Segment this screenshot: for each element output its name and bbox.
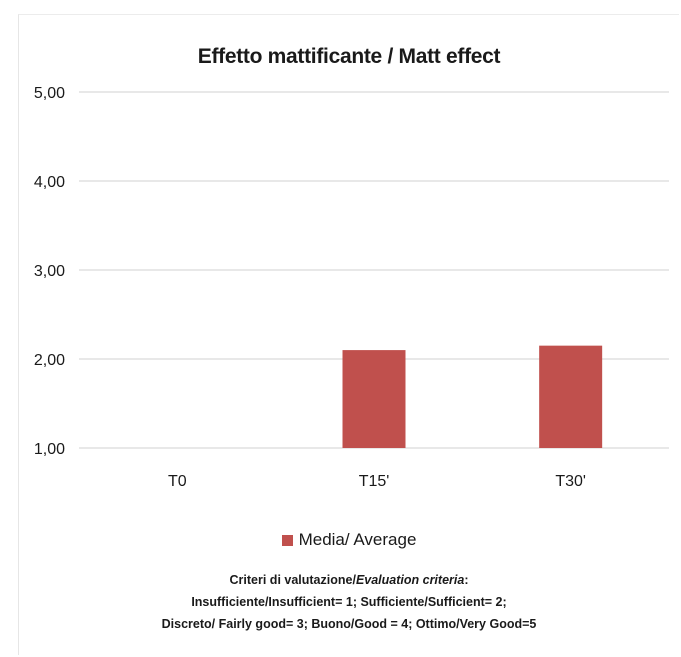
y-tick-label: 3,00 (34, 263, 65, 280)
chart-frame: Effetto mattificante / Matt effect 1,00 2… (18, 14, 679, 655)
chart-title: Effetto mattificante / Matt effect (197, 45, 501, 68)
criteria-line-2: Discreto/ Fairly good= 3; Buono/Good = 4… (161, 617, 537, 631)
bar-chart: 1,00 2,00 3,00 4,00 5,00 T0 T15' T30' (34, 85, 669, 490)
criteria-line-1: Insufficiente/Insufficient= 1; Sufficien… (191, 595, 507, 609)
bar (539, 345, 603, 448)
y-tick-label: 2,00 (34, 352, 65, 369)
y-tick-label: 5,00 (34, 85, 65, 102)
legend: Media/ Average (19, 530, 679, 550)
x-tick-label: T0 (168, 473, 187, 490)
bar (342, 350, 406, 448)
y-tick-label: 1,00 (34, 441, 65, 458)
criteria-heading-en: Evaluation criteria (355, 573, 465, 587)
legend-label: Media/ Average (298, 530, 417, 549)
criteria-heading-it: Criteri di valutazione/ (229, 573, 356, 587)
x-tick-label: T15' (359, 473, 390, 490)
legend-swatch (281, 534, 293, 546)
criteria-heading-colon: : (464, 573, 469, 587)
criteria-heading: Criteri di valutazione/Evaluation criter… (19, 573, 679, 587)
x-tick-label: T30' (555, 473, 586, 490)
y-tick-label: 4,00 (34, 174, 65, 191)
